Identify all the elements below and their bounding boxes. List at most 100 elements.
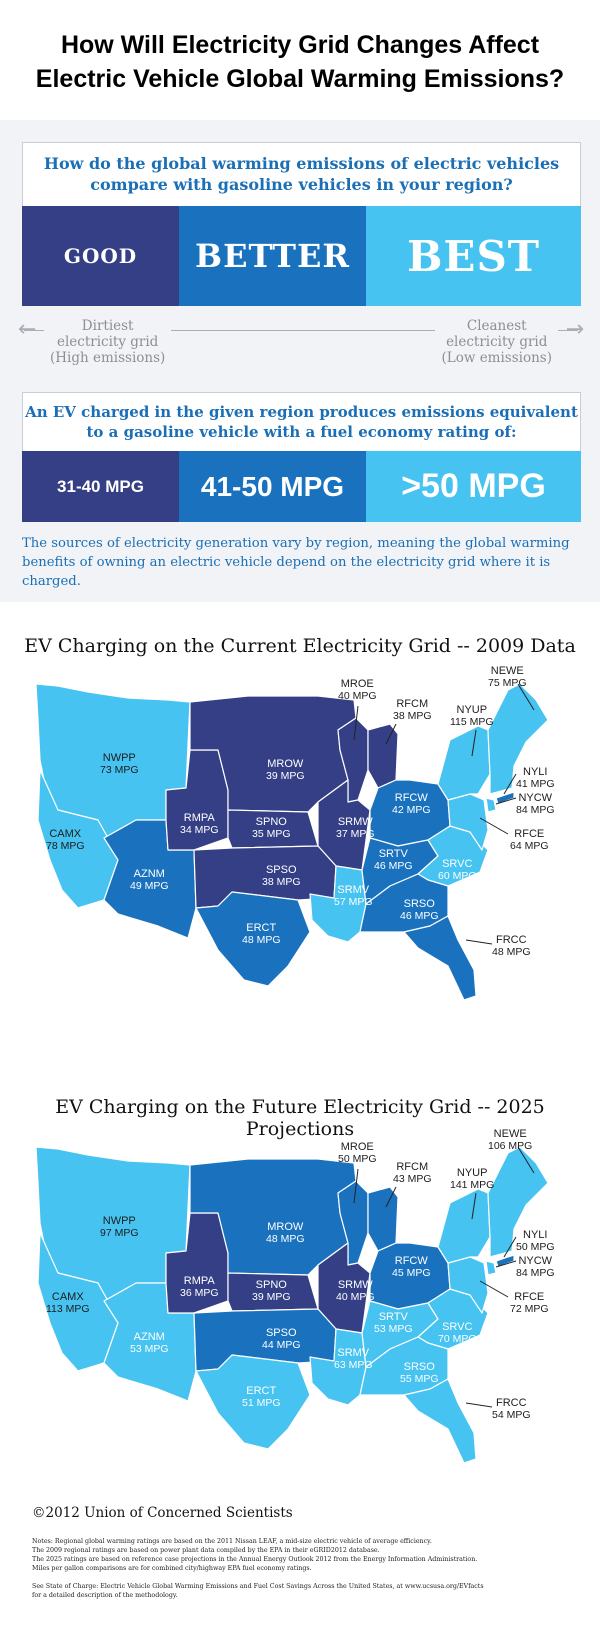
cleanest-label-line1: Cleanest <box>466 318 527 334</box>
legend-note-line2: benefits of owning an electric vehicle d… <box>22 555 551 589</box>
region-mpg: 43 MPG <box>393 1173 432 1185</box>
region-code: NYCW <box>518 792 553 804</box>
region-label-rfce: RFCE 72 MPG <box>510 1291 549 1315</box>
region-code: SRVC <box>442 858 473 870</box>
region-mpg: 48 MPG <box>242 934 281 946</box>
region-label-mroe: MROE 40 MPG <box>338 678 377 702</box>
rating-good: GOOD <box>22 206 179 306</box>
cleanest-label-line2: electricity grid <box>446 334 548 350</box>
region-rfcm <box>367 723 399 789</box>
leader-line <box>503 1236 517 1258</box>
region-mpg: 57 MPG <box>334 896 373 908</box>
mpg-range-better: 41-50 MPG <box>179 451 366 522</box>
region-label-nwpp: NWPP 73 MPG <box>100 752 139 776</box>
equivalence-line1: An EV charged in the given region produc… <box>25 403 578 421</box>
rating-best: BEST <box>366 206 581 306</box>
region-code: SRMW <box>337 1279 373 1291</box>
region-code: SPNO <box>255 1279 287 1291</box>
region-label-frcc: FRCC 54 MPG <box>492 1397 531 1421</box>
region-label-nyup: NYUP 141 MPG <box>450 1167 494 1191</box>
footer-notes: Notes: Regional global warming ratings a… <box>32 1537 572 1573</box>
region-code: SRMV <box>337 884 370 896</box>
cleanest-label: Cleanest electricity grid (Low emissions… <box>435 318 558 366</box>
region-mpg: 42 MPG <box>392 804 431 816</box>
grid-cleanliness-axis: ← → Dirtiest electricity grid (High emis… <box>18 318 584 374</box>
region-newe <box>487 683 549 795</box>
leader-line <box>385 1186 397 1208</box>
region-mpg: 37 MPG <box>336 828 375 840</box>
region-mpg: 84 MPG <box>516 1267 555 1279</box>
region-mpg: 50 MPG <box>516 1241 555 1253</box>
region-label-srvc: SRVC 60 MPG <box>438 858 477 882</box>
region-nyup <box>437 725 491 801</box>
region-mpg: 78 MPG <box>46 840 85 852</box>
region-mpg: 97 MPG <box>100 1227 139 1239</box>
region-label-newe: NEWE 106 MPG <box>488 1128 532 1152</box>
region-mpg: 53 MPG <box>130 1343 169 1355</box>
region-code: NYLI <box>523 1229 548 1241</box>
region-label-rmpa: RMPA 36 MPG <box>180 1275 219 1299</box>
region-label-camx: CAMX 78 MPG <box>46 828 85 852</box>
region-code: NWPP <box>102 1215 136 1227</box>
region-code: NYCW <box>518 1255 553 1267</box>
region-label-frcc: FRCC 48 MPG <box>492 934 531 958</box>
leader-line <box>517 1146 535 1174</box>
region-frcc <box>403 1378 477 1464</box>
region-mpg: 53 MPG <box>374 1323 413 1335</box>
region-code: SRTV <box>378 848 408 860</box>
leader-line <box>471 729 477 757</box>
region-label-nycw: NYCW 84 MPG <box>516 792 555 816</box>
leader-line <box>465 939 493 945</box>
region-label-aznm: AZNM 53 MPG <box>130 1331 169 1355</box>
region-label-srmw: SRMW 40 MPG <box>336 1279 375 1303</box>
region-label-srso: SRSO 55 MPG <box>400 1361 439 1385</box>
region-code: NWPP <box>102 752 136 764</box>
region-code: AZNM <box>133 1331 165 1343</box>
region-code: SPSO <box>265 1327 297 1339</box>
legend-question-line2: compare with gasoline vehicles in your r… <box>90 175 513 194</box>
region-mpg: 55 MPG <box>400 1373 439 1385</box>
region-newe <box>487 1146 549 1258</box>
region-code: ERCT <box>246 922 277 934</box>
region-label-rfcw: RFCW 45 MPG <box>392 1255 431 1279</box>
region-code: RFCW <box>394 792 428 804</box>
region-mpg: 40 MPG <box>336 1291 375 1303</box>
leader-line <box>479 817 509 835</box>
region-code: MROW <box>267 1221 304 1233</box>
region-code: NYUP <box>456 704 488 716</box>
rating-better: BETTER <box>179 206 366 306</box>
region-code: SRTV <box>378 1311 408 1323</box>
region-label-srso: SRSO 46 MPG <box>400 898 439 922</box>
region-rfce <box>447 1256 489 1314</box>
region-mpg: 73 MPG <box>100 764 139 776</box>
region-code: SRSO <box>403 898 435 910</box>
region-mpg: 41 MPG <box>516 778 555 790</box>
region-nyli <box>495 791 515 805</box>
region-code: NYUP <box>456 1167 488 1179</box>
region-mpg: 72 MPG <box>510 1303 549 1315</box>
region-label-srtv: SRTV 46 MPG <box>374 848 413 872</box>
leader-line <box>495 797 517 805</box>
region-mpg: 48 MPG <box>492 946 531 958</box>
map-svg <box>35 683 549 1001</box>
region-label-spno: SPNO 39 MPG <box>252 1279 291 1303</box>
region-mpg: 46 MPG <box>400 910 439 922</box>
legend-note: The sources of electricity generation va… <box>22 534 582 591</box>
region-label-srtv: SRTV 53 MPG <box>374 1311 413 1335</box>
region-label-newe: NEWE 75 MPG <box>488 665 527 689</box>
region-label-aznm: AZNM 49 MPG <box>130 868 169 892</box>
dirtiest-label-line1: Dirtiest <box>81 318 134 334</box>
region-mpg: 51 MPG <box>242 1397 281 1409</box>
region-code: SRSO <box>403 1361 435 1373</box>
region-code: NYLI <box>523 766 548 778</box>
region-label-nyli: NYLI 50 MPG <box>516 1229 555 1253</box>
region-label-spso: SPSO 44 MPG <box>262 1327 301 1351</box>
region-label-rfcm: RFCM 43 MPG <box>393 1161 432 1185</box>
region-code: CAMX <box>49 828 82 840</box>
region-mpg: 141 MPG <box>450 1179 495 1191</box>
leader-line <box>495 1260 517 1268</box>
region-label-srmv: SRMV 63 MPG <box>334 1347 373 1371</box>
region-label-nyup: NYUP 115 MPG <box>450 704 494 728</box>
region-label-srmw: SRMW 37 MPG <box>336 816 375 840</box>
us-map-2025: NEWE 106 MPG MROE 50 MPG RFCM 43 MPG NYUP 141 M… <box>18 1128 588 1513</box>
